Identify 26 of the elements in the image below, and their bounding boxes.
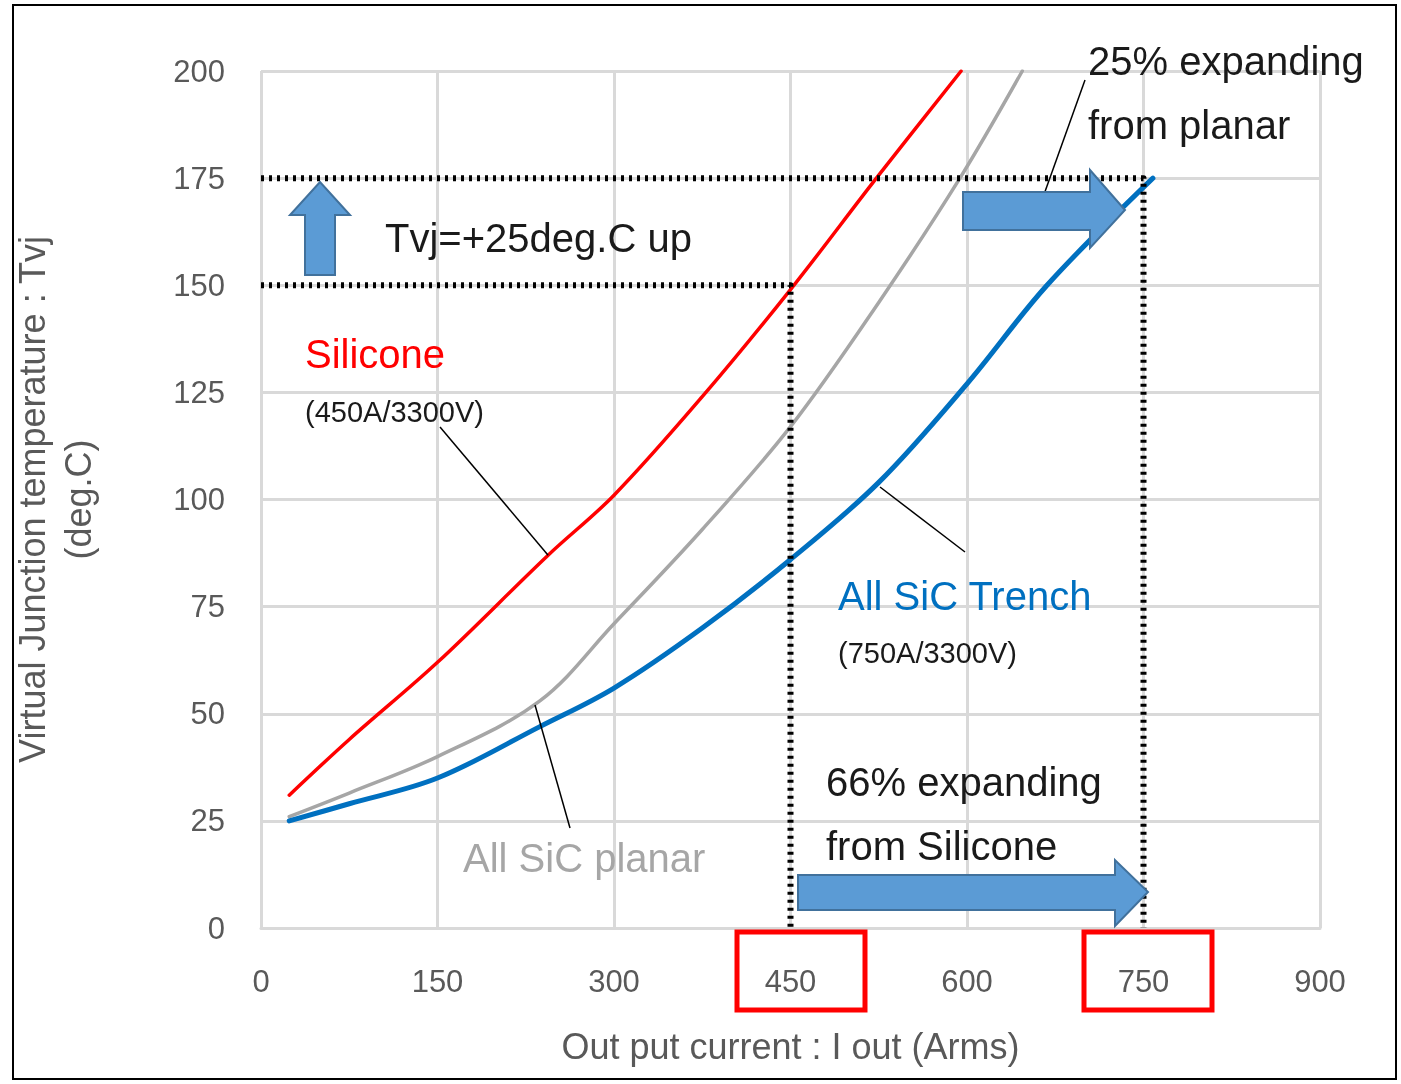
x-tick-label: 750 (1117, 964, 1170, 999)
x-tick-label: 300 (588, 964, 640, 999)
annotation: (750A/3300V) (838, 637, 1017, 669)
y-tick-label: 150 (173, 267, 225, 303)
y-tick-label: 25 (190, 803, 225, 839)
x-tick-label: 0 (252, 964, 270, 999)
x-axis-title: Out put current : I out (Arms) (561, 1025, 1020, 1067)
y-tick-label: 0 (207, 910, 225, 946)
text: All SiC planar (463, 836, 706, 880)
x-tick-label: 450 (764, 964, 817, 999)
y-axis-title: Virtual Junction temperature : Tvj (deg.C) (11, 236, 99, 763)
annotation: 66% expanding from Silicone (826, 760, 1102, 868)
annotation: Tvj=+25deg.C up (385, 216, 692, 260)
y-tick-label: 200 (173, 53, 225, 89)
y-tick-label: 125 (173, 374, 225, 410)
y-tick-label: 75 (190, 589, 225, 625)
annotation: 25% expanding from planar (1088, 39, 1364, 147)
x-tick-label: 150 (411, 964, 464, 999)
y-tick-label: 50 (190, 696, 225, 732)
annotation: (450A/3300V) (305, 396, 484, 428)
series-label: All SiC Trench (838, 574, 1092, 618)
y-tick-label: 100 (173, 482, 225, 517)
text: Silicone (305, 332, 446, 376)
x-tick-label: 900 (1294, 964, 1346, 999)
x-tick-label: 600 (941, 964, 993, 999)
y-tick-label: 175 (173, 160, 225, 196)
